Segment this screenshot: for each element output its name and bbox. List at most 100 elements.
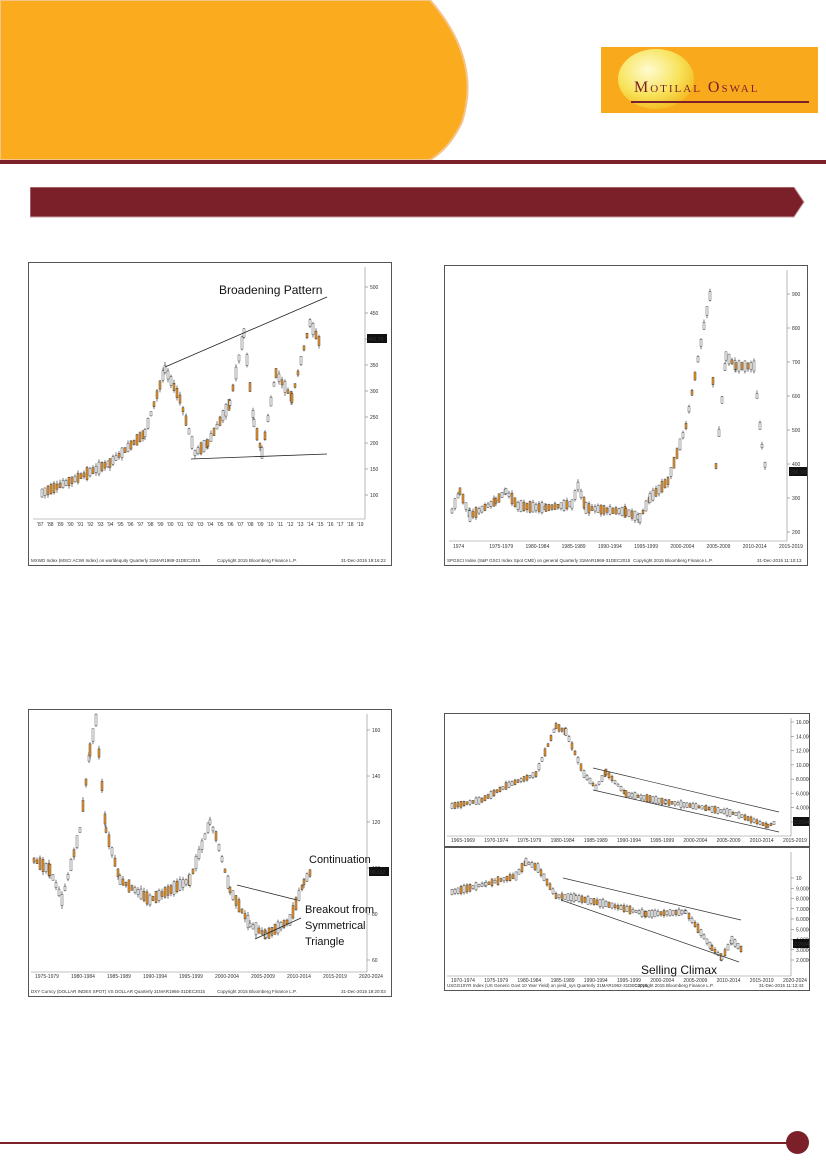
logo-sun-icon — [618, 49, 694, 109]
chart2-candle — [599, 504, 603, 515]
chart4b-footer-left: USGG10YR Index (US Generic Govt 10 Year … — [447, 983, 648, 988]
chart4a-candle — [725, 808, 729, 816]
chart1-candle — [155, 390, 159, 399]
chart1-candle — [149, 411, 153, 417]
chart4a-channel-upper — [592, 767, 780, 813]
chart3-y-tick-label: 80 — [372, 912, 378, 918]
chart1-candle — [169, 376, 173, 386]
chart4a-candle — [685, 802, 689, 808]
chart2-candle — [720, 396, 724, 404]
chart3-candle — [206, 822, 210, 833]
chart3-candle — [169, 885, 173, 894]
chart4a-candle — [540, 757, 544, 762]
chart2-candle — [755, 393, 759, 399]
chart3-x-tick-label: 2010-2014 — [287, 974, 311, 980]
chart4a-candle — [474, 797, 478, 805]
chart1-candle — [46, 485, 50, 496]
chart4a-x-tick-label: 1995-1999 — [650, 838, 674, 844]
chart4a-candle — [737, 811, 741, 819]
chart4a-candle — [619, 786, 623, 791]
chart4b-candle — [631, 909, 635, 913]
chart4a-candle — [483, 795, 487, 801]
chart1-candle — [269, 396, 273, 407]
chart2-candle — [696, 356, 700, 363]
chart4a-candle — [504, 782, 508, 790]
chart4b-candle — [708, 941, 712, 949]
chart4b-candle — [726, 944, 730, 951]
chart1-candle — [290, 393, 294, 403]
chart3-candle — [104, 827, 108, 833]
chart3-candle — [226, 875, 230, 889]
chart1-candle — [67, 477, 71, 487]
chart4b-candle — [468, 884, 472, 892]
chart2-y-tick-label: 300 — [792, 496, 801, 502]
chart4b-candle — [619, 905, 623, 910]
chart3-x-tick-label: 1985-1989 — [107, 974, 131, 980]
chart1-candle — [245, 354, 249, 366]
chart4a-candle — [456, 802, 460, 808]
chart4b-x-tick-label: 1995-1999 — [617, 978, 641, 984]
chart2-candle — [510, 492, 514, 505]
chart3-candle — [63, 885, 67, 891]
chart3-candle — [166, 886, 170, 896]
chart3-candle — [184, 879, 188, 885]
chart2-candle — [562, 500, 566, 511]
chart4a-candle — [510, 781, 514, 786]
chart4a-candle — [707, 807, 711, 811]
chart1-candle — [49, 484, 53, 495]
chart1-candle — [260, 447, 264, 459]
chart3-candle — [208, 819, 212, 825]
chart4a-candle — [639, 794, 643, 800]
chart4b-candle — [650, 910, 654, 918]
chart4a-candle — [769, 823, 773, 826]
chart3-candle — [220, 856, 224, 862]
chart1-candle — [193, 450, 197, 456]
chart4a-candle — [648, 795, 652, 803]
chart3-candle — [194, 856, 198, 870]
chart4a-candle — [667, 799, 671, 806]
page-number-badge — [786, 1131, 809, 1154]
chart2-candle — [480, 505, 484, 513]
chart4b-candle — [530, 862, 534, 868]
chart4b-candle — [710, 945, 714, 951]
chart4a-y-tick-label: 16.0000 — [796, 720, 809, 726]
chart1-candle — [61, 480, 65, 488]
chart1-x-tick-label: '88 — [47, 522, 54, 528]
chart3-candle — [240, 908, 244, 914]
chart2-x-tick-label: 2005-2009 — [707, 544, 731, 550]
chart1-y-tick-label: 150 — [370, 467, 379, 473]
chart2-candle — [724, 351, 728, 361]
chart2-x-tick-label: 1990-1994 — [598, 544, 622, 550]
chart4a-x-tick-label: 1980-1984 — [551, 838, 575, 844]
chart1-candle — [88, 468, 92, 477]
chart4a-x-tick-label: 2010-2014 — [750, 838, 774, 844]
chart4a-candle — [761, 822, 765, 826]
chart1-price-box — [367, 334, 387, 343]
chart4b-candle — [668, 909, 672, 917]
chart2-candle — [590, 506, 594, 511]
chart1-x-tick-label: '06 — [227, 522, 234, 528]
chart1-candle — [237, 354, 241, 362]
chart4b-candle — [616, 905, 620, 909]
chart2-candle — [453, 498, 457, 509]
chart3-candle — [151, 896, 155, 901]
chart1-candle — [234, 366, 238, 380]
chart4a-candle — [740, 814, 744, 818]
chart1-y-tick-label: 450 — [370, 311, 379, 317]
chart4a-candle — [642, 794, 646, 801]
chart1-candle — [263, 431, 267, 440]
chart2-candle — [620, 507, 624, 517]
chart3-price-label: 98.632 — [370, 870, 386, 876]
chart3-candle — [191, 868, 195, 874]
chart4a-candle — [531, 772, 535, 778]
chart3-triangle-upper — [236, 884, 298, 901]
chart4b-x-tick-label: 2015-2019 — [750, 978, 774, 984]
chart1-candle — [224, 404, 228, 417]
chart4b-candle — [484, 881, 488, 887]
chart1-candle — [111, 456, 115, 465]
chart4a-y-tick-label: 10.0000 — [796, 763, 809, 769]
chart3-annotation-breakout-3: Triangle — [305, 936, 344, 948]
chart3-candle — [44, 863, 48, 872]
chart4a-candle — [651, 796, 655, 803]
chart1-candle — [280, 379, 284, 386]
